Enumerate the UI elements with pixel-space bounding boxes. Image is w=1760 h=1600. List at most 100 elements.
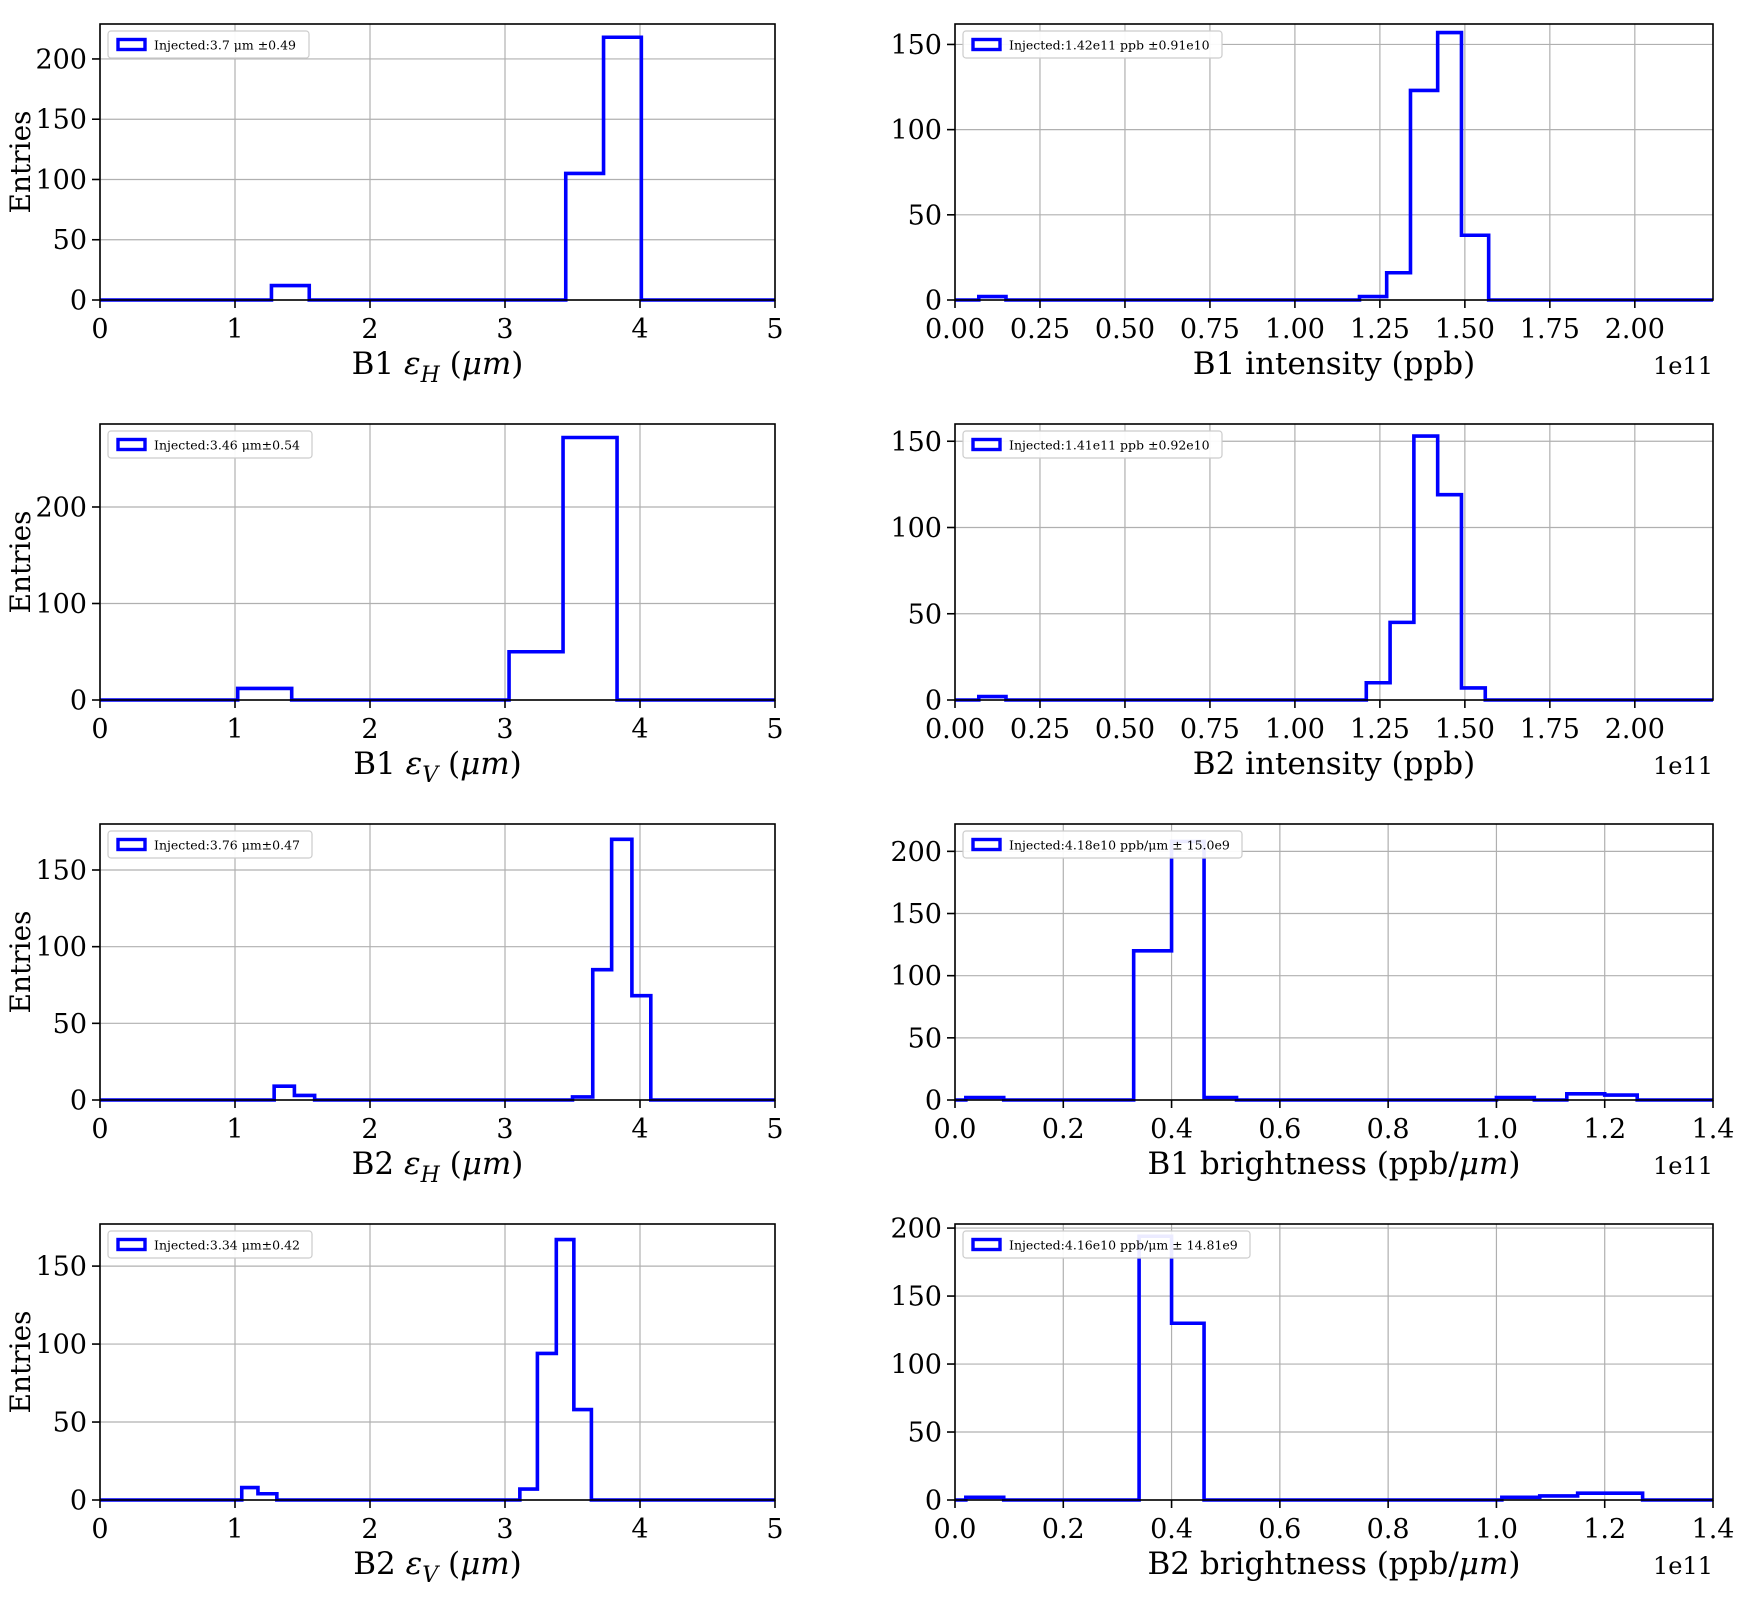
histogram-outline xyxy=(100,35,775,302)
x-tick-label: 1.2 xyxy=(1583,1514,1626,1545)
histogram-outline xyxy=(955,1234,1713,1502)
x-tick-label: 0 xyxy=(91,1514,108,1545)
legend: Injected:1.42e11 ppb ±0.91e10 xyxy=(962,30,1223,59)
x-tick-label: 0.4 xyxy=(1150,1114,1193,1145)
legend-box xyxy=(107,1230,313,1259)
x-tick-label: 1 xyxy=(226,314,243,345)
y-tick-label: 200 xyxy=(35,492,87,523)
x-axis-offset-label: 1e11 xyxy=(1653,752,1713,780)
x-tick-label: 0.25 xyxy=(1010,314,1070,345)
legend-swatch xyxy=(116,437,147,452)
legend-swatch xyxy=(971,837,1002,852)
y-tick-label: 150 xyxy=(35,105,87,136)
y-tick-label: 150 xyxy=(35,856,87,887)
y-tick-label: 50 xyxy=(908,599,942,630)
y-tick-label: 100 xyxy=(890,1350,942,1381)
x-tick-label: 0.2 xyxy=(1042,1114,1085,1145)
legend: Injected:1.41e11 ppb ±0.92e10 xyxy=(962,430,1223,459)
x-axis-label: B2 brightness (ppb/μm) xyxy=(1148,1546,1521,1582)
x-tick-label: 0.25 xyxy=(1010,714,1070,745)
x-tick-label: 4 xyxy=(631,314,648,345)
legend: Injected:4.16e10 ppb/μm ± 14.81e9 xyxy=(962,1230,1251,1259)
legend: Injected:3.7 μm ±0.49 xyxy=(107,30,310,59)
legend-label: Injected:4.16e10 ppb/μm ± 14.81e9 xyxy=(1009,1238,1238,1253)
x-tick-label: 1.0 xyxy=(1475,1114,1518,1145)
axes-box xyxy=(99,1223,776,1501)
legend-box xyxy=(962,830,1243,859)
y-tick-label: 200 xyxy=(890,1214,942,1245)
x-tick-label: 2 xyxy=(361,314,378,345)
panel-b2-brightness: 0.0 0.2 0.4 0.6 0.8 1.0 1.2 1.4 0 50 100 150 200 1e11… xyxy=(790,1200,1760,1600)
x-tick-label: 0.8 xyxy=(1367,1114,1410,1145)
legend-swatch xyxy=(116,37,147,52)
axes-box xyxy=(954,423,1714,701)
x-tick-label: 0.00 xyxy=(925,314,985,345)
x-tick-label: 1.75 xyxy=(1520,714,1580,745)
x-tick-label: 3 xyxy=(496,314,513,345)
y-tick-label: 150 xyxy=(890,30,942,61)
histogram-outline xyxy=(955,30,1713,302)
legend-box xyxy=(107,830,313,859)
histogram-outline xyxy=(100,435,775,702)
y-axis-label: Entries xyxy=(4,110,37,213)
x-tick-label: 1 xyxy=(226,1514,243,1545)
histogram-outline xyxy=(955,434,1713,702)
x-tick-label: 0.75 xyxy=(1180,314,1240,345)
x-tick-label: 1.2 xyxy=(1583,1114,1626,1145)
x-tick-label: 2 xyxy=(361,714,378,745)
legend-box xyxy=(962,430,1223,459)
legend-swatch xyxy=(116,837,147,852)
y-tick-label: 0 xyxy=(70,1086,87,1117)
x-tick-label: 5 xyxy=(766,1514,783,1545)
y-tick-label: 150 xyxy=(890,899,942,930)
x-tick-label: 0.00 xyxy=(925,714,985,745)
x-axis-label: B2 intensity (ppb) xyxy=(1193,746,1475,782)
axes-box xyxy=(99,823,776,1101)
x-tick-label: 0.0 xyxy=(934,1114,977,1145)
y-tick-label: 0 xyxy=(70,1486,87,1517)
x-tick-label: 0.0 xyxy=(934,1514,977,1545)
y-tick-label: 50 xyxy=(908,200,942,231)
legend: Injected:4.18e10 ppb/μm ± 15.0e9 xyxy=(962,830,1243,859)
y-tick-label: 100 xyxy=(35,589,87,620)
y-tick-label: 0 xyxy=(925,1086,942,1117)
y-tick-label: 50 xyxy=(53,225,87,256)
x-tick-label: 1 xyxy=(226,1114,243,1145)
y-tick-label: 0 xyxy=(70,286,87,317)
y-tick-label: 100 xyxy=(890,115,942,146)
x-tick-label: 1.00 xyxy=(1265,714,1325,745)
x-tick-label: 3 xyxy=(496,714,513,745)
histogram-outline xyxy=(955,839,1713,1102)
legend-swatch xyxy=(971,1237,1002,1252)
x-tick-label: 0.6 xyxy=(1258,1114,1301,1145)
panel-b1-emittance-v: 0 1 2 3 4 5 0 100 200 B1 εV (μm) Entries Injected:3… xyxy=(0,400,790,800)
x-tick-label: 4 xyxy=(631,1114,648,1145)
x-tick-label: 0.8 xyxy=(1367,1514,1410,1545)
histogram-outline xyxy=(100,1237,775,1502)
y-axis-label: Entries xyxy=(4,910,37,1013)
legend-label: Injected:3.34 μm±0.42 xyxy=(154,1238,300,1253)
axes-box xyxy=(954,23,1714,301)
chart-b1-intensity: 0.00 0.25 0.50 0.75 1.00 1.25 1.50 1.75 2.00 0 50 1… xyxy=(890,23,1714,382)
chart-b1-brightness: 0.0 0.2 0.4 0.6 0.8 1.0 1.2 1.4 0 50 100 150 200 1e11… xyxy=(890,823,1734,1182)
x-tick-label: 2 xyxy=(361,1114,378,1145)
x-tick-label: 0.50 xyxy=(1095,714,1155,745)
legend-label: Injected:4.18e10 ppb/μm ± 15.0e9 xyxy=(1009,838,1230,853)
x-tick-label: 5 xyxy=(766,714,783,745)
panel-b2-intensity: 0.00 0.25 0.50 0.75 1.00 1.25 1.50 1.75 2.00 0 50 1… xyxy=(790,400,1760,800)
x-tick-label: 1.25 xyxy=(1350,714,1410,745)
x-tick-label: 4 xyxy=(631,1514,648,1545)
x-tick-label: 1 xyxy=(226,714,243,745)
x-tick-label: 0.2 xyxy=(1042,1514,1085,1545)
panel-b2-emittance-h: 0 1 2 3 4 5 0 50 100 150 B2 εH (μm) Entries Injected… xyxy=(0,800,790,1200)
x-axis-offset-label: 1e11 xyxy=(1653,1552,1713,1580)
legend-box xyxy=(962,30,1223,59)
x-axis-label: B1 intensity (ppb) xyxy=(1193,346,1475,382)
y-tick-label: 150 xyxy=(35,1252,87,1283)
legend-box xyxy=(962,1230,1251,1259)
x-tick-label: 2.00 xyxy=(1605,714,1665,745)
legend-label: Injected:3.76 μm±0.47 xyxy=(154,838,300,853)
x-tick-label: 0 xyxy=(91,1114,108,1145)
